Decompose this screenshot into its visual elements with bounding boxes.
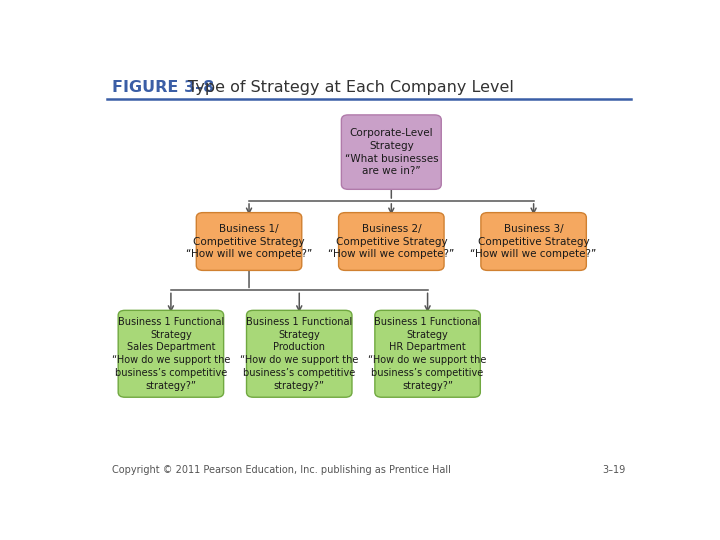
- Text: Type of Strategy at Each Company Level: Type of Strategy at Each Company Level: [188, 80, 513, 95]
- Text: Business 3/
Competitive Strategy
“How will we compete?”: Business 3/ Competitive Strategy “How wi…: [470, 224, 597, 259]
- FancyBboxPatch shape: [341, 115, 441, 190]
- Text: Business 1 Functional
Strategy
Production
“How do we support the
business’s comp: Business 1 Functional Strategy Productio…: [240, 317, 359, 391]
- FancyBboxPatch shape: [246, 310, 352, 397]
- Text: Business 1 Functional
Strategy
Sales Department
“How do we support the
business’: Business 1 Functional Strategy Sales Dep…: [112, 317, 230, 391]
- FancyBboxPatch shape: [338, 213, 444, 271]
- Text: Business 1/
Competitive Strategy
“How will we compete?”: Business 1/ Competitive Strategy “How wi…: [186, 224, 312, 259]
- FancyBboxPatch shape: [118, 310, 224, 397]
- Text: Copyright © 2011 Pearson Education, Inc. publishing as Prentice Hall: Copyright © 2011 Pearson Education, Inc.…: [112, 465, 451, 475]
- Text: Business 1 Functional
Strategy
HR Department
“How do we support the
business’s c: Business 1 Functional Strategy HR Depart…: [369, 317, 487, 391]
- FancyBboxPatch shape: [481, 213, 586, 271]
- Text: FIGURE 3–8: FIGURE 3–8: [112, 80, 215, 95]
- Text: 3–19: 3–19: [603, 465, 626, 475]
- Text: Business 2/
Competitive Strategy
“How will we compete?”: Business 2/ Competitive Strategy “How wi…: [328, 224, 454, 259]
- FancyBboxPatch shape: [375, 310, 480, 397]
- FancyBboxPatch shape: [197, 213, 302, 271]
- Text: Corporate-Level
Strategy
“What businesses
are we in?”: Corporate-Level Strategy “What businesse…: [344, 128, 438, 177]
